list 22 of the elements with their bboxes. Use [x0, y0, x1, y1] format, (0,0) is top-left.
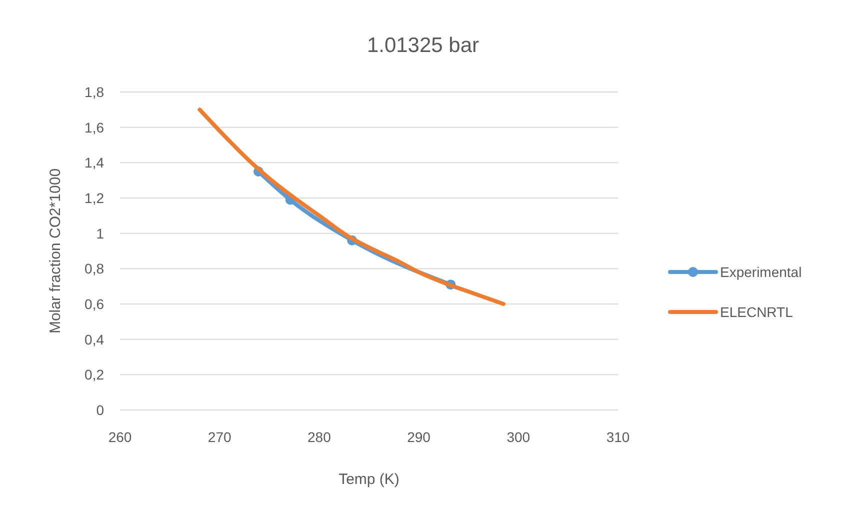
y-tick-label: 1,6	[84, 119, 104, 136]
y-tick-label: 0,6	[84, 296, 104, 312]
legend-label: ELECNRTL	[720, 304, 794, 320]
legend-label: Experimental	[720, 264, 802, 280]
x-tick-label: 280	[308, 429, 332, 445]
y-tick-label: 1	[96, 225, 104, 242]
y-axis-title: Molar fraction CO2*1000	[47, 168, 64, 334]
y-tick-label: 0,2	[84, 366, 104, 383]
line-series	[198, 108, 506, 306]
x-tick-label: 260	[108, 429, 132, 445]
y-tick-label: 1,4	[84, 154, 104, 171]
x-tick-label: 310	[606, 429, 630, 445]
x-axis-title: Temp (K)	[338, 471, 400, 488]
x-tick-label: 270	[208, 429, 232, 445]
y-tick-label: 0	[96, 402, 104, 418]
x-tick-label: 290	[407, 429, 431, 445]
x-tick-label: 300	[506, 429, 530, 445]
y-tick-label: 1,8	[84, 84, 104, 100]
chart-title: 1.01325 bar	[366, 34, 480, 57]
y-tick-label: 1,2	[84, 190, 104, 206]
y-tick-label: 0,4	[84, 331, 104, 348]
y-tick-label: 0,8	[84, 260, 104, 277]
